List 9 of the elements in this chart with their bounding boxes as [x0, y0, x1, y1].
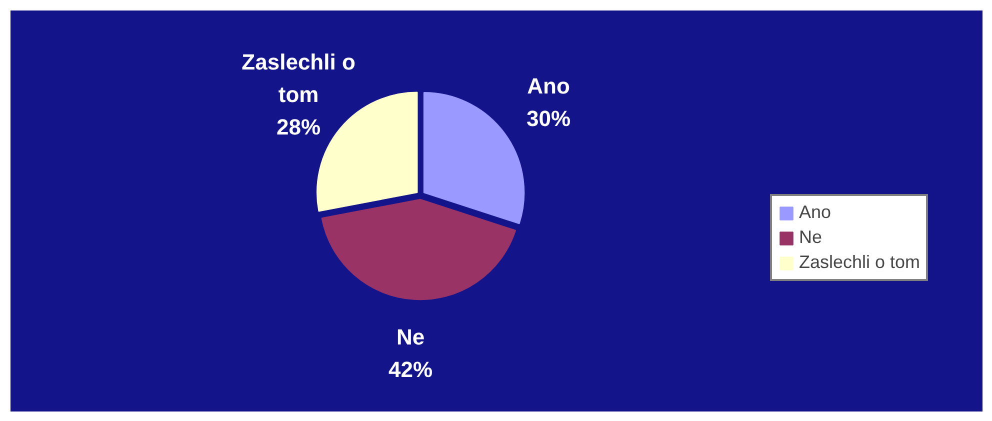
data-label: 30%: [526, 106, 571, 131]
slice-label: Zaslechli o tom: [242, 49, 356, 107]
legend-label: Ano: [799, 202, 832, 223]
slice-label: Ne: [396, 324, 425, 350]
data-label: 28%: [276, 114, 321, 140]
legend-label: Ne: [799, 227, 822, 248]
legend-label: Zaslechli o tom: [799, 252, 920, 273]
data-label: 42%: [388, 356, 433, 382]
slice-label: Ano: [527, 73, 570, 98]
